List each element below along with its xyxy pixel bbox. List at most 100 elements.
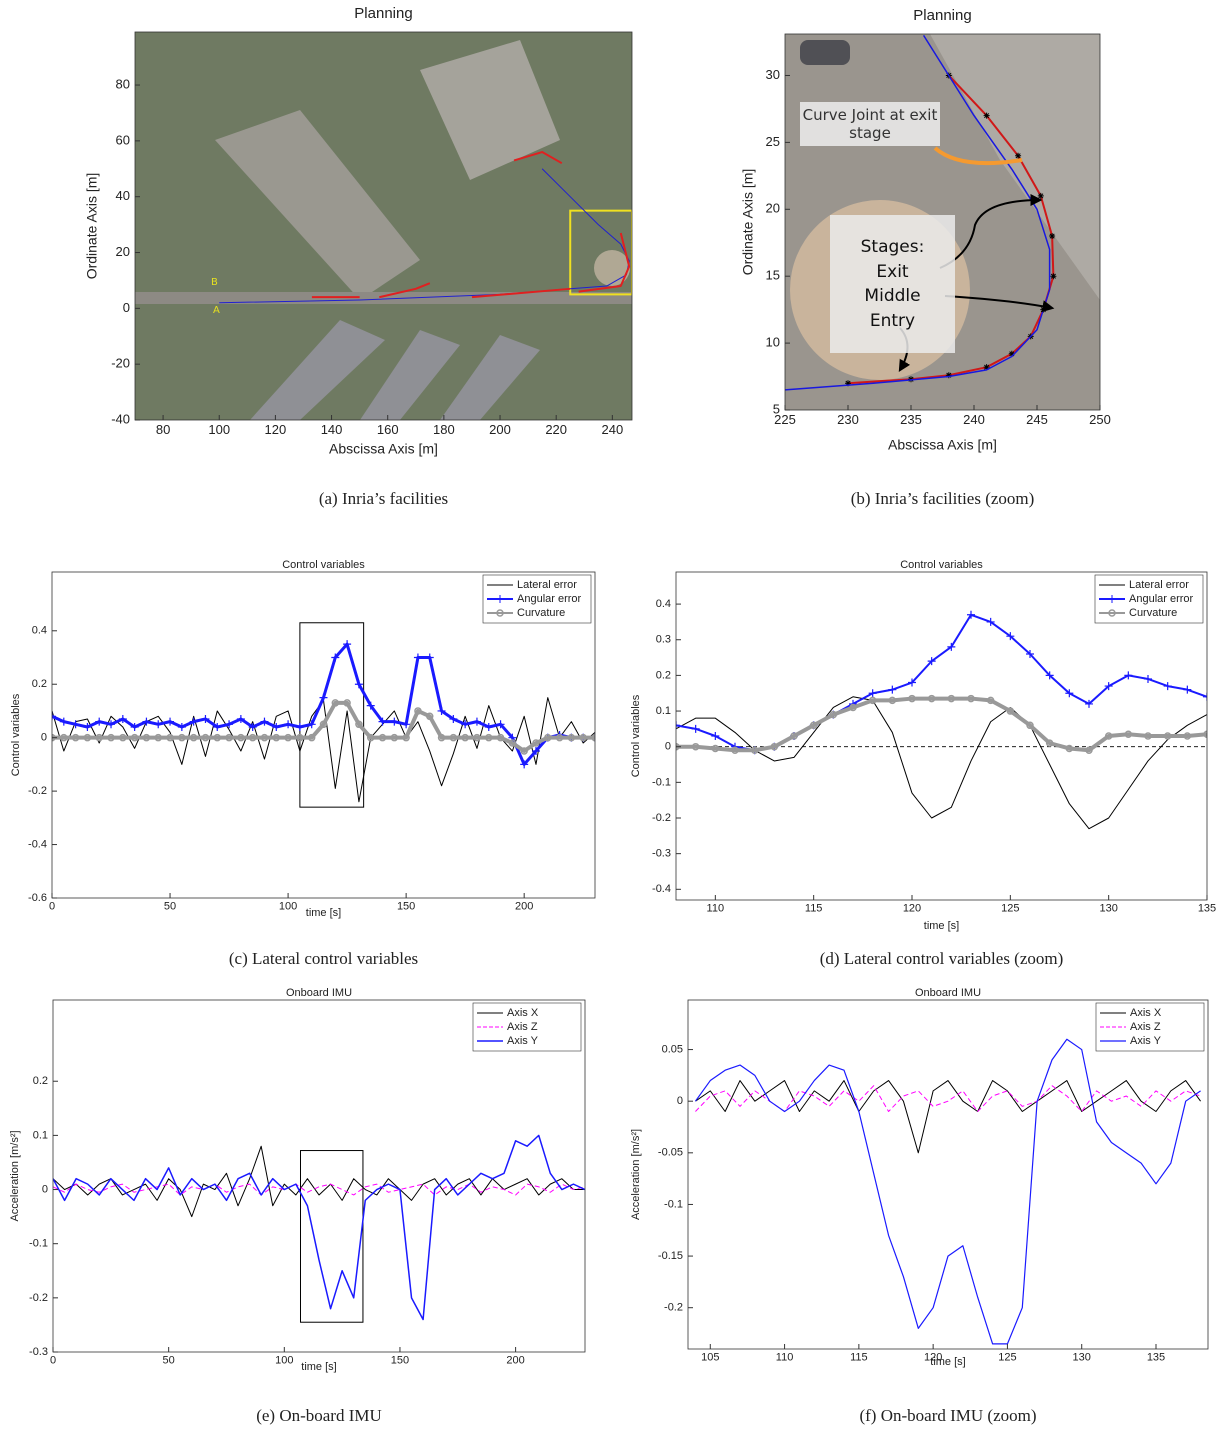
marker <box>189 717 198 726</box>
marker <box>1065 744 1074 753</box>
series-line <box>52 700 595 754</box>
marker <box>829 710 838 719</box>
x-axis-label: Abscissa Axis [m] <box>888 437 997 453</box>
marker <box>402 720 411 729</box>
series-line <box>676 696 1207 830</box>
marker <box>437 706 446 715</box>
marker <box>1085 746 1093 755</box>
x-tick-label: 110 <box>707 903 725 915</box>
highlight-box <box>299 622 365 808</box>
marker <box>750 746 759 755</box>
building <box>440 335 540 420</box>
marker <box>1203 730 1207 738</box>
marker <box>1045 671 1054 680</box>
y-tick-label: 60 <box>116 132 130 147</box>
plot-area <box>53 1134 585 1323</box>
x-tick-label: 0 <box>50 1355 56 1367</box>
marker <box>213 733 222 742</box>
marker <box>71 733 80 742</box>
marker <box>272 722 281 731</box>
marker <box>711 732 720 740</box>
y-tick-label: -40 <box>111 411 130 426</box>
y-tick-label: 0.2 <box>32 678 47 690</box>
marker <box>60 733 68 742</box>
marker <box>1144 732 1152 740</box>
marker <box>83 722 92 731</box>
marker <box>567 733 576 742</box>
x-tick-label: 100 <box>275 1355 293 1367</box>
marker <box>142 717 151 726</box>
marker <box>555 733 564 742</box>
marker <box>790 732 798 740</box>
marker <box>579 733 587 742</box>
x-tick-label: 150 <box>397 901 415 913</box>
legend-label: Curvature <box>517 607 565 619</box>
marker <box>52 712 56 721</box>
marker <box>484 722 493 731</box>
y-tick-label: 0.4 <box>656 598 671 610</box>
building <box>250 320 385 420</box>
chart-title: Planning <box>354 5 412 22</box>
marker <box>947 642 956 651</box>
y-tick-label: -0.2 <box>29 1292 48 1304</box>
x-tick-label: 120 <box>924 1352 942 1364</box>
marker <box>496 720 505 729</box>
building <box>420 40 560 180</box>
x-tick-label: 0 <box>49 901 55 913</box>
marker <box>119 733 127 742</box>
y-tick-label: 10 <box>766 335 780 350</box>
legend-marker <box>496 595 504 603</box>
building <box>215 110 420 300</box>
y-tick-label: 20 <box>116 244 130 259</box>
marker <box>731 746 739 755</box>
marker <box>71 720 80 729</box>
x-axis-label: time [s] <box>924 920 959 932</box>
marker <box>1037 192 1044 199</box>
marker <box>473 733 481 742</box>
x-tick-label: 235 <box>900 412 922 427</box>
y-tick-label: -0.4 <box>28 838 47 850</box>
y-tick-label: 0.05 <box>662 1043 683 1055</box>
marker <box>130 722 139 731</box>
x-tick-label: 245 <box>1026 412 1048 427</box>
x-tick-label: 100 <box>208 422 230 437</box>
y-tick-label: 30 <box>766 67 780 82</box>
marker <box>983 112 990 119</box>
x-axis-label: Abscissa Axis [m] <box>329 441 438 457</box>
marker <box>414 707 422 715</box>
marker <box>284 733 292 742</box>
marker <box>437 733 446 742</box>
marker <box>520 760 529 769</box>
marker <box>947 694 956 703</box>
marker <box>1183 732 1192 740</box>
y-tick-label: 5 <box>773 401 780 416</box>
caption: (b) Inria’s facilities (zoom) <box>851 489 1035 508</box>
marker <box>177 722 186 731</box>
marker <box>1008 350 1015 357</box>
y-tick-label: -0.2 <box>28 785 47 797</box>
marker <box>868 696 877 705</box>
marker <box>485 733 493 742</box>
marker <box>676 721 680 730</box>
x-tick-label: 225 <box>774 412 796 427</box>
marker <box>532 739 540 747</box>
marker <box>237 733 245 742</box>
x-tick-label: 120 <box>265 422 287 437</box>
y-tick-label: -0.3 <box>29 1346 48 1358</box>
y-tick-label: 0.2 <box>33 1075 48 1087</box>
x-tick-label: 135 <box>1198 903 1216 915</box>
marker <box>260 717 269 726</box>
marker <box>189 733 198 742</box>
caption: (d) Lateral control variables (zoom) <box>820 949 1064 968</box>
series-line <box>695 1080 1201 1154</box>
x-tick-label: 125 <box>1001 903 1019 915</box>
marker <box>296 733 304 742</box>
axes-frame <box>52 999 586 1353</box>
x-tick-label: 130 <box>1073 1352 1091 1364</box>
legend-label: Axis Z <box>1130 1021 1161 1033</box>
marker <box>945 372 952 379</box>
x-tick-label: 150 <box>391 1355 409 1367</box>
series-line <box>53 1145 585 1218</box>
marker <box>1183 685 1192 694</box>
